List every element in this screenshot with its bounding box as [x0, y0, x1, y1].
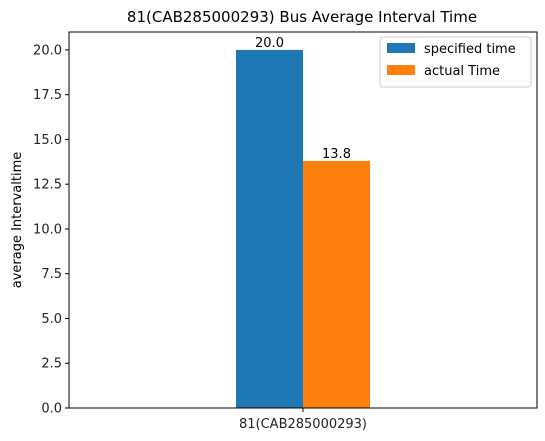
y-tick-label: 12.5	[33, 178, 62, 193]
y-tick-label: 17.5	[33, 88, 62, 103]
legend: specified time actual Time	[380, 37, 531, 87]
x-tick-label: 81(CAB285000293)	[239, 417, 367, 432]
legend-swatch	[387, 43, 415, 53]
y-axis-title: average Intervaltime	[10, 152, 25, 289]
legend-label: actual Time	[424, 64, 500, 79]
y-tick-label: 0.0	[41, 402, 62, 417]
bars: 20.0 13.8	[236, 36, 370, 408]
y-tick-label: 15.0	[33, 133, 62, 148]
y-tick-label: 5.0	[41, 312, 62, 327]
legend-swatch	[387, 65, 415, 75]
bar-specified-time	[236, 50, 303, 408]
y-tick-label: 7.5	[41, 267, 62, 282]
bar-actual-time	[303, 161, 370, 408]
bar-value-label: 20.0	[255, 36, 284, 51]
y-axis: 0.0 2.5 5.0 7.5 10.0 12.5 15.0 17.5 20.0	[33, 43, 69, 416]
bar-value-label: 13.8	[322, 147, 351, 162]
y-tick-label: 2.5	[41, 357, 62, 372]
legend-label: specified time	[424, 42, 516, 57]
y-tick-label: 10.0	[33, 222, 62, 237]
chart-title: 81(CAB285000293) Bus Average Interval Ti…	[127, 8, 477, 26]
y-tick-label: 20.0	[33, 43, 62, 58]
x-axis: 81(CAB285000293)	[239, 408, 367, 432]
